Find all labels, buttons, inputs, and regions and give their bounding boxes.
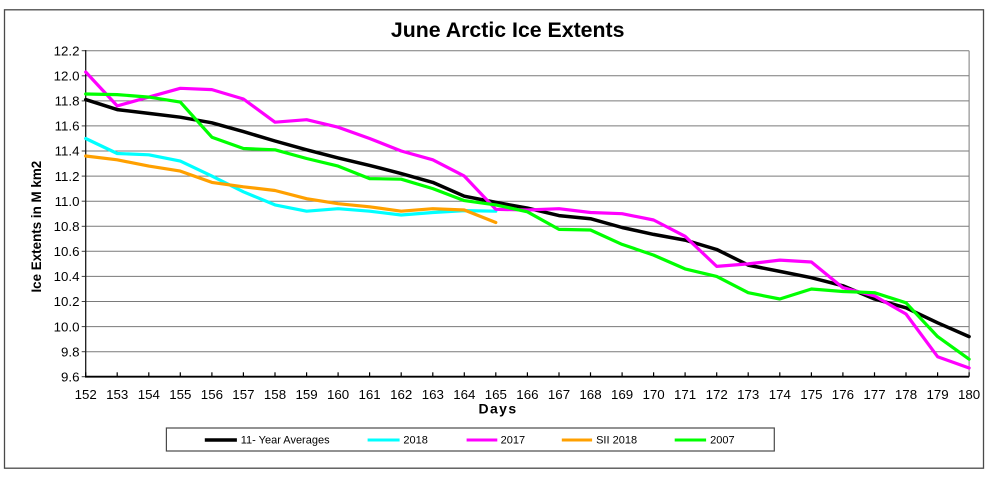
svg-text:9.6: 9.6 <box>61 369 80 384</box>
svg-text:160: 160 <box>327 387 349 402</box>
svg-text:10.6: 10.6 <box>54 244 80 259</box>
svg-text:171: 171 <box>674 387 696 402</box>
svg-text:172: 172 <box>706 387 728 402</box>
svg-text:12.0: 12.0 <box>54 69 80 84</box>
svg-text:11.8: 11.8 <box>55 94 80 109</box>
svg-text:178: 178 <box>895 387 917 402</box>
svg-text:153: 153 <box>106 387 128 402</box>
svg-text:2018: 2018 <box>403 435 427 447</box>
svg-text:11.4: 11.4 <box>55 144 80 159</box>
svg-text:163: 163 <box>422 387 444 402</box>
svg-text:157: 157 <box>232 387 254 402</box>
svg-text:170: 170 <box>643 387 665 402</box>
svg-text:154: 154 <box>138 387 160 402</box>
svg-text:10.4: 10.4 <box>54 269 80 284</box>
svg-text:11.0: 11.0 <box>55 194 80 209</box>
svg-text:156: 156 <box>201 387 223 402</box>
svg-text:2017: 2017 <box>501 435 525 447</box>
svg-text:June Arctic Ice Extents: June Arctic Ice Extents <box>391 18 625 42</box>
svg-text:165: 165 <box>485 387 507 402</box>
svg-text:10.8: 10.8 <box>54 219 80 234</box>
svg-text:177: 177 <box>863 387 885 402</box>
svg-text:180: 180 <box>958 387 980 402</box>
svg-text:2007: 2007 <box>710 435 734 447</box>
svg-text:152: 152 <box>75 387 97 402</box>
svg-text:166: 166 <box>516 387 538 402</box>
svg-text:169: 169 <box>611 387 633 402</box>
svg-text:12.2: 12.2 <box>54 43 80 58</box>
svg-text:173: 173 <box>737 387 759 402</box>
svg-text:9.8: 9.8 <box>61 344 80 359</box>
svg-text:SII 2018: SII 2018 <box>596 435 637 447</box>
svg-text:167: 167 <box>548 387 570 402</box>
svg-text:175: 175 <box>800 387 822 402</box>
svg-text:176: 176 <box>832 387 854 402</box>
svg-text:161: 161 <box>359 387 381 402</box>
svg-text:11- Year Averages: 11- Year Averages <box>241 435 330 447</box>
svg-text:158: 158 <box>264 387 286 402</box>
svg-text:164: 164 <box>453 387 475 402</box>
svg-text:162: 162 <box>390 387 412 402</box>
svg-text:159: 159 <box>296 387 318 402</box>
svg-text:10.2: 10.2 <box>54 294 80 309</box>
svg-text:11.6: 11.6 <box>55 119 80 134</box>
svg-text:168: 168 <box>579 387 601 402</box>
svg-text:155: 155 <box>169 387 191 402</box>
svg-text:11.2: 11.2 <box>55 169 80 184</box>
svg-text:Days: Days <box>478 400 517 416</box>
svg-text:10.0: 10.0 <box>54 319 80 334</box>
svg-text:179: 179 <box>927 387 949 402</box>
svg-text:174: 174 <box>769 387 791 402</box>
svg-text:Ice Extents in M km2: Ice Extents in M km2 <box>29 161 44 293</box>
